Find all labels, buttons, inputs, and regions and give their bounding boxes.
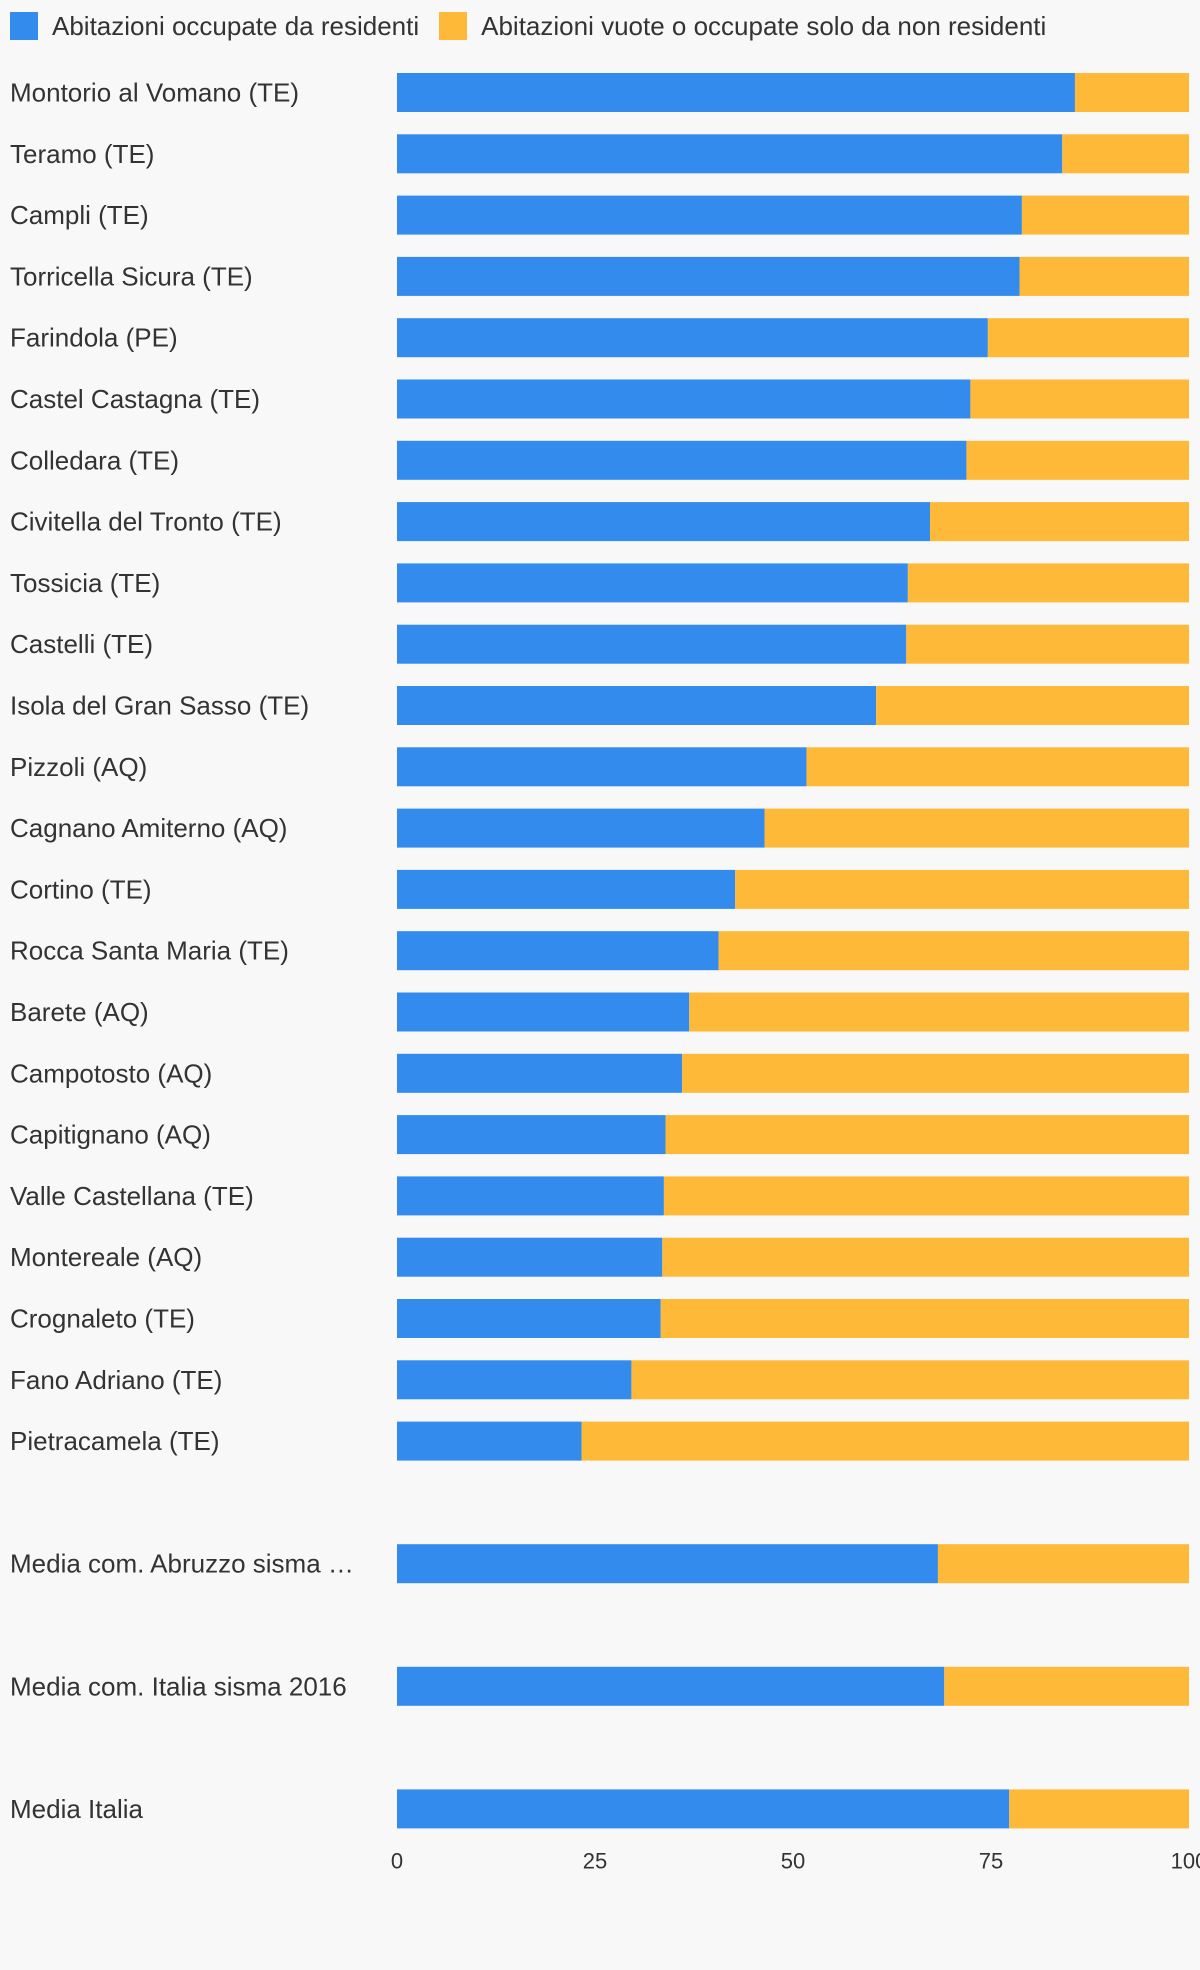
category-label: Colledara (TE) <box>10 445 179 475</box>
bar-segment-non-residenti <box>764 808 1189 848</box>
legend-item-residenti[interactable]: Abitazioni occupate da residenti <box>10 11 419 42</box>
category-label: Fano Adriano (TE) <box>10 1365 222 1395</box>
bar-segment-residenti <box>397 869 736 909</box>
bar-segment-non-residenti <box>1019 256 1189 296</box>
bar-segment-non-residenti <box>930 502 1189 542</box>
bar-segment-non-residenti <box>665 1115 1189 1155</box>
category-label: Media com. Italia sisma 2016 <box>10 1671 347 1701</box>
bar-segment-residenti <box>397 379 971 419</box>
bar-segment-non-residenti <box>1062 134 1189 174</box>
bar-segment-residenti <box>397 1544 938 1584</box>
category-label: Castel Castagna (TE) <box>10 384 260 414</box>
bar-segment-non-residenti <box>876 686 1189 725</box>
category-label: Tossicia (TE) <box>10 568 160 598</box>
bar-segment-non-residenti <box>906 624 1189 664</box>
bar-segment-non-residenti <box>806 747 1189 787</box>
bar-segment-residenti <box>397 624 907 664</box>
category-label: Crognaleto (TE) <box>10 1304 195 1334</box>
bar-segment-residenti <box>397 134 1063 174</box>
category-label: Farindola (PE) <box>10 323 178 353</box>
bar-segment-residenti <box>397 318 988 358</box>
bar-segment-residenti <box>397 808 765 848</box>
bar-segment-non-residenti <box>970 379 1189 419</box>
bar-segment-non-residenti <box>735 869 1189 909</box>
bar-segment-residenti <box>397 686 877 725</box>
bar-segment-residenti <box>397 1237 663 1277</box>
bar-segment-residenti <box>397 1421 582 1461</box>
legend: Abitazioni occupate da residenti Abitazi… <box>10 8 1066 44</box>
category-label: Pietracamela (TE) <box>10 1426 220 1456</box>
x-tick-label: 0 <box>391 1848 403 1873</box>
bar-segment-residenti <box>397 1115 666 1155</box>
category-label: Torricella Sicura (TE) <box>10 261 253 291</box>
bar-segment-non-residenti <box>907 563 1189 603</box>
bar-segment-non-residenti <box>1021 195 1189 235</box>
bar-segment-residenti <box>397 502 931 542</box>
category-label: Isola del Gran Sasso (TE) <box>10 691 309 721</box>
x-tick-label: 75 <box>979 1848 1003 1873</box>
bar-segment-non-residenti <box>631 1360 1189 1400</box>
category-label: Rocca Santa Maria (TE) <box>10 936 289 966</box>
legend-swatch-non-residenti <box>439 12 468 40</box>
bar-segment-residenti <box>397 931 719 971</box>
bar-segment-residenti <box>397 1360 632 1400</box>
bar-segment-residenti <box>397 747 807 787</box>
category-label: Campotosto (AQ) <box>10 1058 212 1088</box>
bar-segment-non-residenti <box>663 1176 1189 1216</box>
bar-segment-non-residenti <box>944 1666 1189 1706</box>
bar-segment-non-residenti <box>662 1237 1189 1277</box>
x-tick-label: 100 <box>1171 1848 1200 1873</box>
bar-segment-residenti <box>397 73 1075 112</box>
bar-segment-residenti <box>397 195 1022 235</box>
category-label: Teramo (TE) <box>10 139 154 169</box>
bar-segment-residenti <box>397 1789 1010 1829</box>
category-label: Pizzoli (AQ) <box>10 752 147 782</box>
legend-swatch-residenti <box>10 12 38 40</box>
bar-segment-non-residenti <box>682 1053 1189 1093</box>
category-label: Cortino (TE) <box>10 874 152 904</box>
bar-segment-residenti <box>397 256 1020 296</box>
legend-label-non-residenti: Abitazioni vuote o occupate solo da non … <box>481 10 1047 41</box>
bar-segment-residenti <box>397 1176 664 1216</box>
category-label: Capitignano (AQ) <box>10 1120 211 1150</box>
bar-segment-non-residenti <box>966 440 1189 480</box>
category-label: Montorio al Vomano (TE) <box>10 78 299 108</box>
bar-segment-non-residenti <box>660 1299 1189 1338</box>
legend-label-residenti: Abitazioni occupate da residenti <box>52 10 420 41</box>
bar-segment-non-residenti <box>1009 1789 1189 1829</box>
bar-segment-non-residenti <box>1074 73 1189 112</box>
bar-segment-residenti <box>397 1666 945 1706</box>
legend-item-non-residenti[interactable]: Abitazioni vuote o occupate solo da non … <box>439 11 1046 42</box>
category-label: Civitella del Tronto (TE) <box>10 507 282 537</box>
category-label: Valle Castellana (TE) <box>10 1181 254 1211</box>
bar-segment-non-residenti <box>689 992 1189 1032</box>
bar-segment-residenti <box>397 563 908 603</box>
x-tick-label: 50 <box>781 1848 805 1873</box>
bar-segment-non-residenti <box>581 1421 1189 1461</box>
bar-segment-non-residenti <box>987 318 1189 358</box>
category-label: Cagnano Amiterno (AQ) <box>10 813 287 843</box>
x-tick-label: 25 <box>583 1848 607 1873</box>
category-label: Media Italia <box>10 1794 143 1824</box>
category-label: Barete (AQ) <box>10 997 149 1027</box>
category-label: Montereale (AQ) <box>10 1242 202 1272</box>
category-label: Media com. Abruzzo sisma … <box>10 1549 354 1579</box>
bar-segment-residenti <box>397 992 690 1032</box>
category-label: Castelli (TE) <box>10 629 153 659</box>
category-label: Campli (TE) <box>10 200 149 230</box>
bar-segment-residenti <box>397 440 967 480</box>
bar-segment-residenti <box>397 1053 683 1093</box>
bar-segment-non-residenti <box>718 931 1189 971</box>
bar-segment-non-residenti <box>937 1544 1189 1584</box>
bar-segment-residenti <box>397 1299 661 1338</box>
